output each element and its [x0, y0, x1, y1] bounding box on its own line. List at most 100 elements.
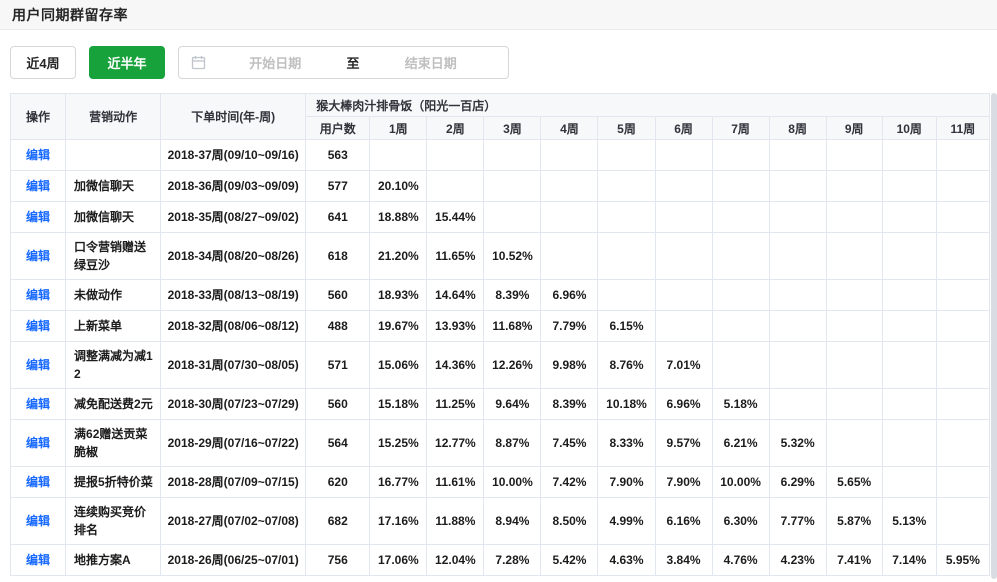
user-count-cell: 682	[305, 497, 371, 545]
retention-value-cell: 15.25%	[369, 419, 428, 467]
retention-value-cell	[654, 201, 713, 233]
last-4-weeks-button[interactable]: 近4周	[10, 46, 76, 79]
order-week-cell: 2018-29周(07/16~07/22)	[160, 419, 307, 467]
date-range-picker[interactable]: 开始日期 至 结束日期	[178, 46, 509, 79]
edit-link[interactable]: 编辑	[26, 249, 51, 263]
retention-value-cell: 7.28%	[483, 544, 542, 576]
edit-link[interactable]: 编辑	[26, 179, 51, 193]
retention-value-cell: 8.39%	[540, 388, 599, 420]
retention-value-cell: 9.98%	[540, 341, 599, 389]
user-count-cell: 641	[305, 201, 371, 233]
retention-value-cell: 17.06%	[369, 544, 428, 576]
retention-value-cell: 11.65%	[426, 232, 485, 280]
retention-value-cell: 18.88%	[369, 201, 428, 233]
retention-value-cell	[935, 419, 991, 467]
retention-value-cell	[597, 139, 656, 171]
retention-value-cell: 18.93%	[369, 279, 428, 311]
retention-value-cell: 15.44%	[426, 201, 485, 233]
retention-value-cell: 8.50%	[540, 497, 599, 545]
retention-value-cell	[654, 139, 713, 171]
operation-cell: 编辑	[9, 419, 67, 467]
col-header-operation: 操作	[9, 93, 67, 140]
col-group-store-name: 猴大棒肉汁排骨饭（阳光一百店）	[305, 93, 990, 117]
retention-value-cell	[768, 279, 827, 311]
retention-value-cell	[935, 388, 991, 420]
retention-value-cell: 12.77%	[426, 419, 485, 467]
retention-value-cell: 7.45%	[540, 419, 599, 467]
order-week-cell: 2018-34周(08/20~08/26)	[160, 232, 307, 280]
edit-link[interactable]: 编辑	[26, 475, 51, 489]
retention-value-cell: 20.10%	[369, 170, 428, 202]
retention-value-cell: 10.00%	[483, 466, 542, 498]
operation-cell: 编辑	[9, 170, 67, 202]
operation-cell: 编辑	[9, 232, 67, 280]
edit-link[interactable]: 编辑	[26, 397, 51, 411]
vertical-scrollbar[interactable]	[991, 93, 997, 579]
retention-value-cell	[935, 310, 991, 342]
retention-value-cell	[654, 170, 713, 202]
edit-link[interactable]: 编辑	[26, 553, 51, 567]
retention-value-cell	[540, 170, 599, 202]
last-half-year-button[interactable]: 近半年	[89, 46, 165, 79]
table-row: 编辑 满62赠送贡菜脆椒 2018-29周(07/16~07/22) 564 15.25…	[9, 419, 991, 467]
retention-value-cell: 10.00%	[711, 466, 770, 498]
edit-link[interactable]: 编辑	[26, 514, 51, 528]
retention-value-cell	[825, 279, 883, 311]
retention-value-cell	[426, 139, 485, 171]
retention-value-cell	[881, 139, 937, 171]
retention-value-cell: 7.01%	[654, 341, 713, 389]
edit-link[interactable]: 编辑	[26, 436, 51, 450]
retention-value-cell	[711, 139, 770, 171]
user-count-cell: 564	[305, 419, 371, 467]
operation-cell: 编辑	[9, 310, 67, 342]
edit-link[interactable]: 编辑	[26, 148, 51, 162]
marketing-action-cell: 口令营销赠送绿豆沙	[65, 232, 162, 280]
order-week-cell: 2018-35周(08/27~09/02)	[160, 201, 307, 233]
user-count-cell: 756	[305, 544, 371, 576]
retention-value-cell	[711, 201, 770, 233]
edit-link[interactable]: 编辑	[26, 319, 51, 333]
retention-value-cell: 7.42%	[540, 466, 599, 498]
retention-value-cell: 8.94%	[483, 497, 542, 545]
retention-value-cell	[540, 201, 599, 233]
retention-value-cell	[881, 170, 937, 202]
date-separator: 至	[346, 56, 360, 71]
operation-cell: 编辑	[9, 497, 67, 545]
group-header-row: 操作 营销动作 下单时间(年-周) 猴大棒肉汁排骨饭（阳光一百店）	[9, 93, 990, 140]
col-header-week: 5周	[597, 116, 656, 140]
retention-value-cell	[711, 341, 770, 389]
retention-value-cell	[825, 341, 883, 389]
retention-value-cell	[654, 310, 713, 342]
table-row: 编辑 2018-37周(09/10~09/16) 563	[9, 139, 991, 171]
operation-cell: 编辑	[9, 388, 67, 420]
order-week-cell: 2018-26周(06/25~07/01)	[160, 544, 307, 576]
retention-value-cell	[711, 232, 770, 280]
page-title: 用户同期群留存率	[12, 6, 128, 23]
retention-value-cell	[881, 232, 937, 280]
retention-value-cell	[935, 232, 991, 280]
retention-value-cell: 16.77%	[369, 466, 428, 498]
retention-value-cell	[881, 279, 937, 311]
retention-value-cell	[483, 170, 542, 202]
retention-value-cell: 5.42%	[540, 544, 599, 576]
retention-value-cell	[825, 310, 883, 342]
retention-value-cell: 4.23%	[768, 544, 827, 576]
edit-link[interactable]: 编辑	[26, 210, 51, 224]
order-week-cell: 2018-28周(07/09~07/15)	[160, 466, 307, 498]
retention-value-cell: 3.84%	[654, 544, 713, 576]
table-row: 编辑 加微信聊天 2018-36周(09/03~09/09) 577 20.10%	[9, 170, 991, 202]
retention-value-cell: 8.87%	[483, 419, 542, 467]
edit-link[interactable]: 编辑	[26, 358, 51, 372]
col-header-order-time: 下单时间(年-周)	[160, 93, 307, 140]
start-date-input[interactable]: 开始日期	[249, 56, 302, 71]
end-date-input[interactable]: 结束日期	[404, 56, 457, 71]
filter-bar: 近4周 近半年 开始日期 至 结束日期	[0, 30, 997, 93]
retention-value-cell	[540, 139, 599, 171]
edit-link[interactable]: 编辑	[26, 288, 51, 302]
retention-value-cell: 8.76%	[597, 341, 656, 389]
retention-value-cell	[768, 341, 827, 389]
retention-value-cell: 9.57%	[654, 419, 713, 467]
table-row: 编辑 连续购买竞价排名 2018-27周(07/02~07/08) 682 17.16%…	[9, 497, 991, 545]
table-row: 编辑 调整满减为减12 2018-31周(07/30~08/05) 571 15.06%…	[9, 341, 991, 389]
retention-value-cell	[935, 139, 991, 171]
